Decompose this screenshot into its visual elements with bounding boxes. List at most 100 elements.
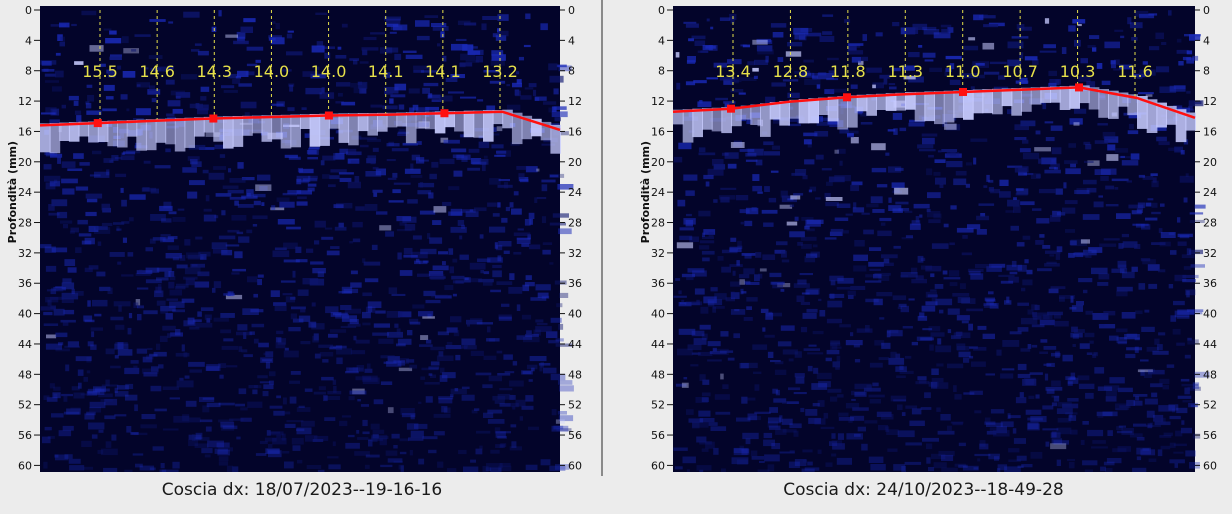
scan-panel-right: 13.4 12.8 11.8 11.3 11.0 10.7 10.3 11.6 0 0 4 4 8 8 12… [615, 0, 1232, 514]
axis-tick-label-left: 52 [651, 399, 665, 412]
thickness-value: 14.3 [196, 62, 232, 81]
axis-tick-label-left: 24 [651, 186, 665, 199]
axis-tick-label-right: 20 [1203, 156, 1217, 169]
axis-tick-label-left: 52 [18, 399, 32, 412]
thickness-measurements: 15.5 14.6 14.3 14.0 14.0 14.1 14.1 13.2 [82, 10, 518, 124]
axis-tick-label-right: 16 [1203, 125, 1217, 138]
axis-tick-label-left: 48 [18, 368, 32, 381]
axis-tick-label-right: 32 [1203, 247, 1217, 260]
axis-tick-label-right: 40 [568, 308, 582, 321]
axis-tick-label-right: 16 [568, 125, 582, 138]
panel-divider [601, 0, 603, 476]
axis-tick-label-right: 36 [1203, 277, 1217, 290]
axis-tick-label-right: 8 [568, 65, 575, 78]
axis-tick-label-left: 36 [18, 277, 32, 290]
axis-tick-label-right: 8 [1203, 65, 1210, 78]
ultrasound-image-left: 15.5 14.6 14.3 14.0 14.0 14.1 14.1 13.2 0 0 4 4 8 8 12… [0, 4, 604, 476]
axis-tick-label-left: 20 [18, 156, 32, 169]
axis-tick-label-left: 56 [651, 429, 665, 442]
thickness-value: 10.7 [1002, 62, 1038, 81]
axis-tick-label-right: 12 [1203, 95, 1217, 108]
ultrasound-scan-right: 13.4 12.8 11.8 11.3 11.0 10.7 10.3 11.60 04 48 812… [639, 4, 1217, 476]
axis-tick-label-left: 40 [18, 308, 32, 321]
interface-marker [727, 104, 735, 113]
interface-marker [440, 109, 449, 118]
interface-marker [209, 114, 218, 123]
axis-tick-label-left: 0 [658, 6, 665, 17]
interface-marker [843, 93, 851, 102]
axis-tick-label-right: 60 [568, 459, 582, 472]
thickness-value: 14.1 [368, 62, 404, 81]
thickness-value: 14.0 [311, 62, 347, 81]
interface-marker [93, 119, 102, 128]
axis-tick-label-right: 0 [568, 6, 575, 17]
axis-tick-label-left: 44 [18, 338, 32, 351]
axis-tick-label-left: 28 [18, 217, 32, 230]
axis-tick-label-right: 52 [568, 399, 582, 412]
thickness-value: 11.6 [1117, 62, 1153, 81]
axis-tick-label-right: 48 [568, 368, 582, 381]
tissue-interface-line [39, 110, 561, 132]
axis-tick-label-left: 16 [18, 125, 32, 138]
axis-tick-label-right: 52 [1203, 399, 1217, 412]
axis-tick-label-right: 56 [1203, 429, 1217, 442]
axis-tick-label-left: 16 [651, 125, 665, 138]
thickness-value: 11.0 [945, 62, 981, 81]
axis-tick-label-right: 40 [1203, 308, 1217, 321]
axis-tick-label-left: 40 [651, 308, 665, 321]
axis-tick-label-left: 60 [651, 459, 665, 472]
tissue-interface-band [673, 85, 1196, 143]
axis-tick-label-left: 60 [18, 459, 32, 472]
axis-tick-label-right: 4 [1203, 34, 1210, 47]
axis-tick-label-right: 44 [568, 338, 582, 351]
axis-tick-label-left: 44 [651, 338, 665, 351]
speckle-texture [40, 10, 574, 476]
axis-tick-label-right: 56 [568, 429, 582, 442]
thickness-value: 10.3 [1060, 62, 1096, 81]
axis-tick-label-right: 28 [1203, 217, 1217, 230]
tissue-interface-line [672, 86, 1196, 119]
axis-tick-label-left: 20 [651, 156, 665, 169]
axis-tick-label-left: 36 [651, 277, 665, 290]
ultrasound-scan-left: 15.5 14.6 14.3 14.0 14.0 14.1 14.1 13.20 04 48 812… [6, 4, 582, 476]
thickness-value: 13.4 [715, 62, 751, 81]
interface-marker [324, 111, 333, 120]
scan-caption-left: Coscia dx: 18/07/2023--19-16-16 [161, 480, 443, 500]
thickness-value: 14.1 [425, 62, 461, 81]
axis-tick-label-right: 4 [568, 34, 575, 47]
axis-tick-label-left: 48 [651, 368, 665, 381]
thickness-value: 11.3 [887, 62, 923, 81]
axis-tick-label-right: 24 [568, 186, 582, 199]
depth-axis-title: Profondità (mm) [639, 141, 652, 243]
axis-tick-label-right: 44 [1203, 338, 1217, 351]
axis-tick-label-right: 36 [568, 277, 582, 290]
thickness-measurements: 13.4 12.8 11.8 11.3 11.0 10.7 10.3 11.6 [715, 10, 1153, 109]
thickness-value: 13.2 [482, 62, 518, 81]
axis-tick-label-left: 28 [651, 217, 665, 230]
axis-tick-label-right: 28 [568, 217, 582, 230]
depth-axis-title: Profondità (mm) [6, 141, 19, 243]
axis-tick-label-right: 48 [1203, 368, 1217, 381]
axis-tick-label-right: 24 [1203, 186, 1217, 199]
axis-tick-label-left: 8 [25, 65, 32, 78]
ultrasound-image-right: 13.4 12.8 11.8 11.3 11.0 10.7 10.3 11.6 0 0 4 4 8 8 12… [615, 4, 1232, 476]
speckle-texture [673, 10, 1210, 476]
thickness-value: 14.6 [139, 62, 175, 81]
axis-tick-label-left: 32 [18, 247, 32, 260]
scan-caption-right: Coscia dx: 24/10/2023--18-49-28 [783, 480, 1064, 500]
axis-tick-label-right: 60 [1203, 459, 1217, 472]
tissue-interface-band [40, 109, 561, 154]
axis-tick-label-left: 24 [18, 186, 32, 199]
axis-tick-label-right: 20 [568, 156, 582, 169]
interface-marker [1075, 83, 1083, 92]
axis-tick-label-left: 32 [651, 247, 665, 260]
thickness-value: 14.0 [254, 62, 290, 81]
axis-tick-label-left: 12 [651, 95, 665, 108]
axis-tick-label-left: 8 [658, 65, 665, 78]
axis-tick-label-left: 56 [18, 429, 32, 442]
axis-tick-label-right: 0 [1203, 6, 1210, 17]
axis-tick-label-left: 0 [25, 6, 32, 17]
axis-tick-label-left: 12 [18, 95, 32, 108]
